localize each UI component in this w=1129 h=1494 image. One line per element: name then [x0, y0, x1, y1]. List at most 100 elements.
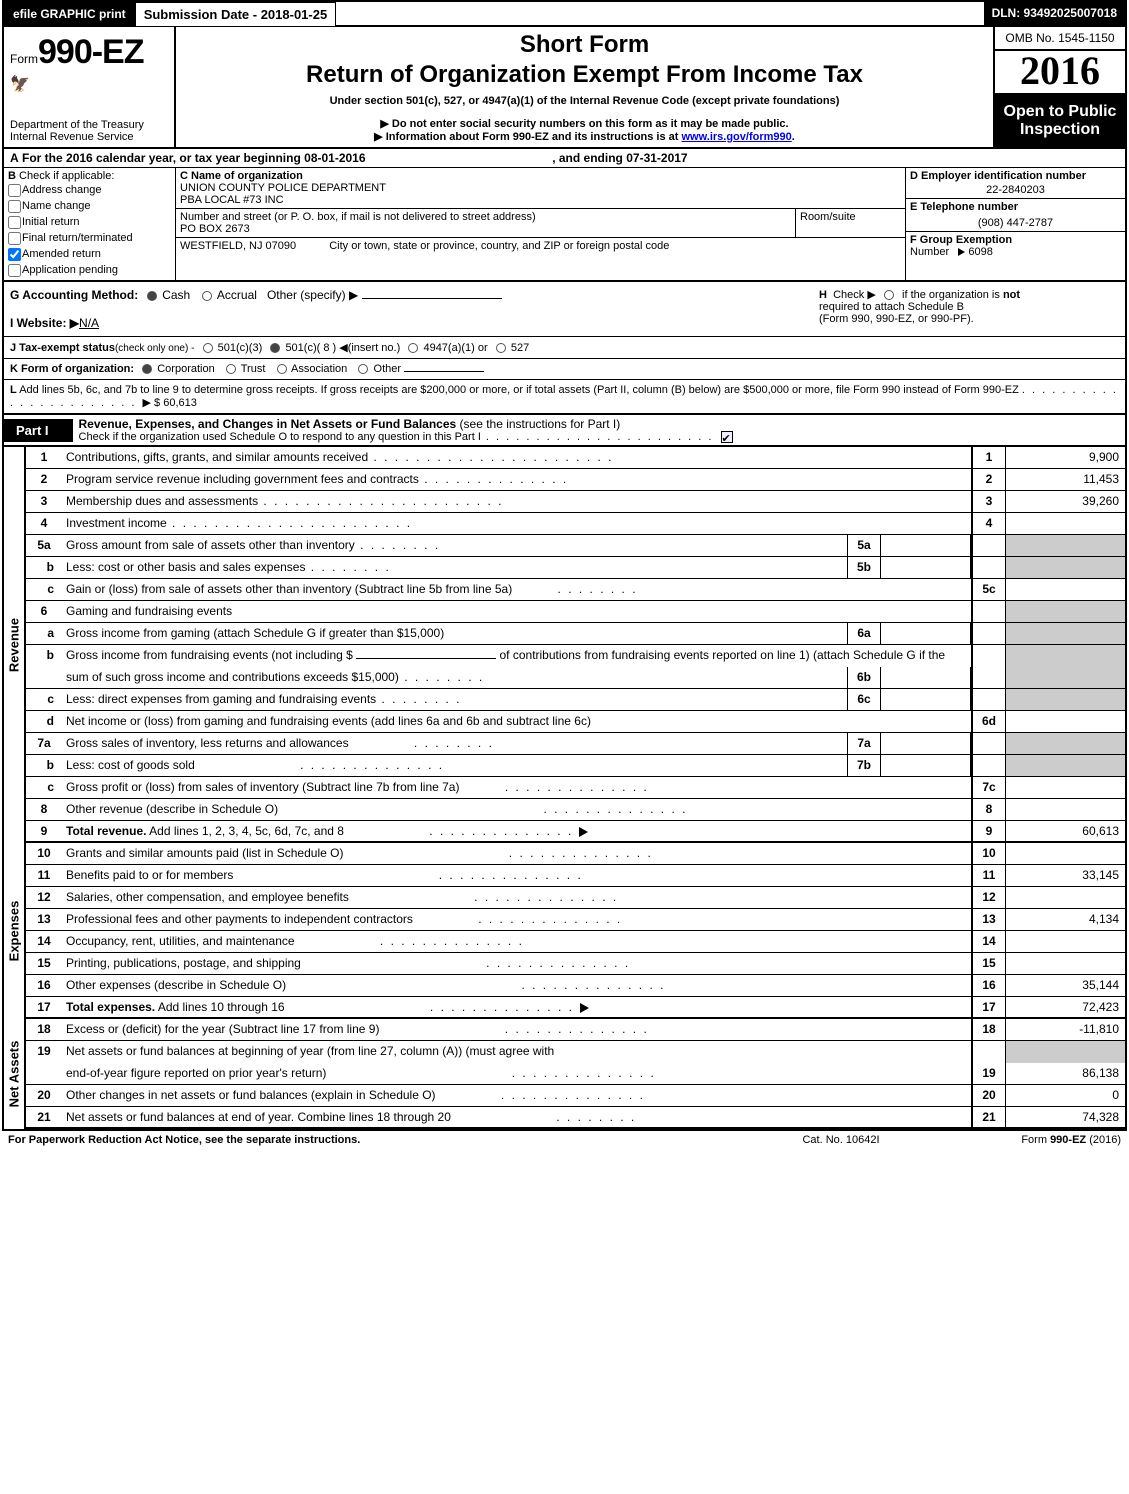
- g-other-input[interactable]: [362, 298, 502, 299]
- radio-corp[interactable]: [142, 364, 152, 374]
- l7b-intnum: 7b: [847, 755, 881, 776]
- l7c-val: [1005, 777, 1125, 798]
- net-assets-side-text: Net Assets: [7, 1041, 22, 1108]
- c-name-cell: C Name of organization UNION COUNTY POLI…: [176, 168, 905, 208]
- l6b1-desc: Gross income from fundraising events (no…: [62, 645, 971, 667]
- net-assets-rows: 18 Excess or (deficit) for the year (Sub…: [26, 1019, 1125, 1129]
- chk-initial-return[interactable]: Initial return: [8, 214, 171, 230]
- g-row: G Accounting Method: Cash Accrual Other …: [10, 288, 809, 302]
- line-15: 15 Printing, publications, postage, and …: [26, 953, 1125, 975]
- l6b-amount-input[interactable]: [356, 658, 496, 659]
- l10-num: 10: [26, 843, 62, 864]
- expenses-side-text: Expenses: [7, 901, 22, 962]
- l6b3-num: [26, 667, 62, 688]
- radio-trust[interactable]: [226, 364, 236, 374]
- chk-name-change[interactable]: Name change: [8, 198, 171, 214]
- l20-lnnum: 20: [971, 1085, 1005, 1106]
- l19a-num: 19: [26, 1041, 62, 1063]
- revenue-section: Revenue 1 Contributions, gifts, grants, …: [4, 446, 1125, 843]
- radio-501c[interactable]: [270, 343, 280, 353]
- line-a-end: 07-31-2017: [626, 151, 687, 165]
- col-c: C Name of organization UNION COUNTY POLI…: [176, 168, 905, 280]
- part-i-header: Part I Revenue, Expenses, and Changes in…: [4, 413, 1125, 446]
- chk-address-change-box[interactable]: [8, 184, 21, 197]
- l16-desc: Other expenses (describe in Schedule O): [62, 975, 971, 996]
- l17-desc-text: Add lines 10 through 16: [155, 1000, 284, 1014]
- l11-lnnum: 11: [971, 865, 1005, 886]
- chk-application-pending[interactable]: Application pending: [8, 262, 171, 278]
- irs-form990-link[interactable]: www.irs.gov/form990: [682, 131, 792, 143]
- radio-527[interactable]: [496, 343, 506, 353]
- l3-lnnum: 3: [971, 491, 1005, 512]
- chk-final-return-box[interactable]: [8, 232, 21, 245]
- radio-4947[interactable]: [408, 343, 418, 353]
- radio-accrual[interactable]: [202, 291, 212, 301]
- line-18: 18 Excess or (deficit) for the year (Sub…: [26, 1019, 1125, 1041]
- dept-line-2: Internal Revenue Service: [10, 131, 134, 143]
- chk-initial-return-box[interactable]: [8, 216, 21, 229]
- chk-application-pending-label: Application pending: [22, 264, 118, 276]
- chk-amended-return-box[interactable]: [8, 248, 21, 261]
- chk-initial-return-label: Initial return: [22, 216, 79, 228]
- section-b-to-f: B Check if applicable: Address change Na…: [4, 168, 1125, 282]
- chk-name-change-box[interactable]: [8, 200, 21, 213]
- i-val: N/A: [79, 316, 99, 330]
- l4-desc: Investment income: [62, 513, 971, 534]
- l1-desc: Contributions, gifts, grants, and simila…: [62, 447, 971, 468]
- under-section-text: Under section 501(c), 527, or 4947(a)(1)…: [182, 95, 987, 107]
- l16-lnnum: 16: [971, 975, 1005, 996]
- radio-assoc[interactable]: [277, 364, 287, 374]
- radio-h[interactable]: [884, 290, 894, 300]
- l6a-intnum: 6a: [847, 623, 881, 644]
- l9-num: 9: [26, 821, 62, 841]
- expenses-rows: 10 Grants and similar amounts paid (list…: [26, 843, 1125, 1019]
- efile-print-button[interactable]: efile GRAPHIC print: [4, 2, 135, 27]
- line-19b: end-of-year figure reported on prior yea…: [26, 1063, 1125, 1085]
- l21-num: 21: [26, 1107, 62, 1127]
- l7b-val: [1005, 755, 1125, 776]
- top-bar: efile GRAPHIC print Submission Date - 20…: [4, 2, 1125, 27]
- part-i-checkbox[interactable]: ✔: [721, 431, 733, 443]
- line-a-mid: , and ending: [552, 151, 626, 165]
- line-10: 10 Grants and similar amounts paid (list…: [26, 843, 1125, 865]
- radio-cash[interactable]: [147, 291, 157, 301]
- chk-amended-return-label: Amended return: [22, 248, 101, 260]
- line-1: 1 Contributions, gifts, grants, and simi…: [26, 447, 1125, 469]
- footer-right-post: (2016): [1086, 1134, 1121, 1146]
- line-11: 11 Benefits paid to or for members 11 33…: [26, 865, 1125, 887]
- bullet-ssn: ▶ Do not enter social security numbers o…: [182, 117, 987, 130]
- line-17: 17 Total expenses. Add lines 10 through …: [26, 997, 1125, 1019]
- radio-other-org[interactable]: [358, 364, 368, 374]
- l12-num: 12: [26, 887, 62, 908]
- l17-desc: Total expenses. Add lines 10 through 16: [62, 997, 971, 1017]
- part-i-heading: Revenue, Expenses, and Changes in Net As…: [73, 415, 1125, 445]
- l6b3-val: [1005, 667, 1125, 688]
- l14-lnnum: 14: [971, 931, 1005, 952]
- l8-num: 8: [26, 799, 62, 820]
- line-a-text1: For the 2016 calendar year, or tax year …: [22, 151, 304, 165]
- l15-desc-text: Printing, publications, postage, and shi…: [66, 956, 301, 970]
- chk-address-change[interactable]: Address change: [8, 182, 171, 198]
- chk-application-pending-box[interactable]: [8, 264, 21, 277]
- l4-val: [1005, 513, 1125, 534]
- chk-final-return[interactable]: Final return/terminated: [8, 230, 171, 246]
- k-other-input[interactable]: [404, 371, 484, 372]
- dln-label: DLN: 93492025007018: [984, 2, 1125, 27]
- l2-lnnum: 2: [971, 469, 1005, 490]
- l21-lnnum: 21: [971, 1107, 1005, 1127]
- j-label: J Tax-exempt status: [10, 342, 115, 354]
- l20-num: 20: [26, 1085, 62, 1106]
- chk-amended-return[interactable]: Amended return: [8, 246, 171, 262]
- l12-desc: Salaries, other compensation, and employ…: [62, 887, 971, 908]
- radio-501c3[interactable]: [203, 343, 213, 353]
- d-cap: D Employer identification number: [910, 170, 1086, 182]
- l6-val: [1005, 601, 1125, 622]
- l10-desc: Grants and similar amounts paid (list in…: [62, 843, 971, 864]
- l5b-desc: Less: cost or other basis and sales expe…: [62, 557, 847, 578]
- footer-right: Form 990-EZ (2016): [941, 1134, 1121, 1146]
- l19a-desc: Net assets or fund balances at beginning…: [62, 1041, 971, 1063]
- e-val: (908) 447-2787: [910, 213, 1121, 229]
- l3-desc: Membership dues and assessments: [62, 491, 971, 512]
- part-i-sub-text: Check if the organization used Schedule …: [79, 431, 481, 443]
- l6a-num: a: [26, 623, 62, 644]
